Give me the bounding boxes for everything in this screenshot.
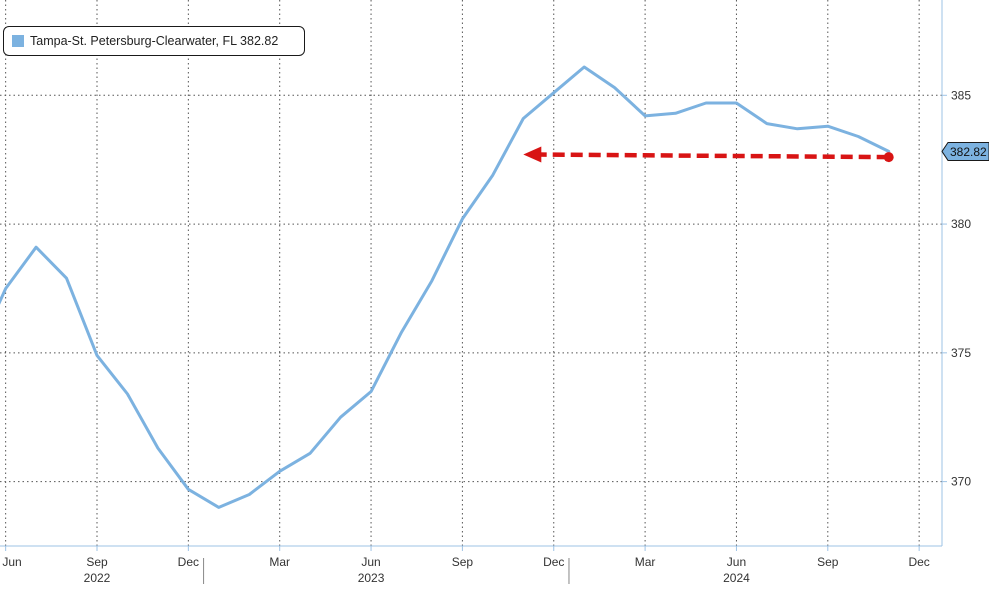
x-tick-label: Dec [543, 555, 564, 569]
annotation-arrow-head [523, 146, 542, 163]
year-label: 2023 [358, 571, 385, 585]
current-value-label: 382.82 [950, 145, 987, 159]
x-tick-label: Jun [2, 555, 21, 569]
x-tick-label: Dec [178, 555, 199, 569]
x-tick-label: Jun [727, 555, 746, 569]
x-tick-label: Sep [452, 555, 474, 569]
year-label: 2024 [723, 571, 750, 585]
y-tick-label: 380 [951, 217, 971, 231]
legend: Tampa-St. Petersburg-Clearwater, FL 382.… [3, 26, 305, 56]
current-value-badge [941, 141, 989, 161]
y-tick-label: 385 [951, 88, 971, 102]
x-tick-label: Sep [817, 555, 839, 569]
y-tick-label: 370 [951, 475, 971, 489]
legend-label: Tampa-St. Petersburg-Clearwater, FL 382.… [30, 34, 279, 48]
year-label: 2022 [84, 571, 111, 585]
series-line [0, 65, 891, 509]
legend-swatch [12, 35, 24, 47]
x-tick-label: Dec [908, 555, 929, 569]
x-tick-label: Jun [361, 555, 380, 569]
x-tick-label: Sep [86, 555, 108, 569]
x-tick-label: Mar [269, 555, 290, 569]
annotation-arrow-dot [883, 152, 894, 163]
annotation-arrow-shaft [537, 152, 889, 160]
x-tick-label: Mar [635, 555, 656, 569]
y-tick-label: 375 [951, 346, 971, 360]
